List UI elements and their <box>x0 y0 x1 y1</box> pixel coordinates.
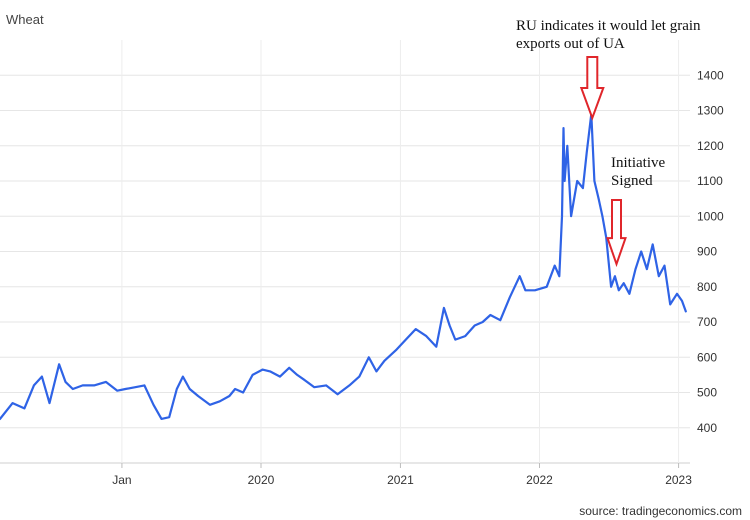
annotation-2-text: Signed <box>611 173 653 189</box>
annotation-2-arrow <box>606 199 627 268</box>
chart-title: Wheat <box>6 12 44 27</box>
series-group <box>0 112 687 420</box>
y-tick-label: 1200 <box>697 139 724 153</box>
x-tick-label: 2020 <box>248 473 275 487</box>
y-axis-ticks: 400 500 600 700 800 900 1000 1100 1200 1300 1400 <box>697 68 724 435</box>
y-tick-label: 1100 <box>697 174 723 188</box>
y-tick-label: 900 <box>697 245 717 259</box>
y-tick-label: 700 <box>697 315 717 329</box>
y-tick-label: 600 <box>697 350 717 364</box>
x-tick-label: 2021 <box>387 473 414 487</box>
y-tick-label: 1400 <box>697 68 724 82</box>
annotation-1-text: exports out of UA <box>516 36 625 52</box>
source-label: source: tradingeconomics.com <box>579 504 742 518</box>
y-tick-label: 800 <box>697 280 717 294</box>
y-tick-label: 1000 <box>697 209 724 223</box>
gridlines <box>0 40 690 468</box>
x-tick-label: 2022 <box>526 473 553 487</box>
annotation-1-text: RU indicates it would let grain <box>516 18 701 34</box>
y-tick-label: 1300 <box>697 104 724 118</box>
x-tick-label: 2023 <box>665 473 692 487</box>
wheat-price-line <box>0 112 687 420</box>
y-tick-label: 400 <box>697 421 717 435</box>
x-axis-ticks: Jan 2020 2021 2022 2023 <box>112 473 692 487</box>
y-tick-label: 500 <box>697 386 717 400</box>
annotations: RU indicates it would let grain exports o… <box>516 18 701 268</box>
annotation-1-arrow <box>579 56 605 121</box>
annotation-2-text: Initiative <box>611 155 665 171</box>
x-tick-label: Jan <box>112 473 131 487</box>
